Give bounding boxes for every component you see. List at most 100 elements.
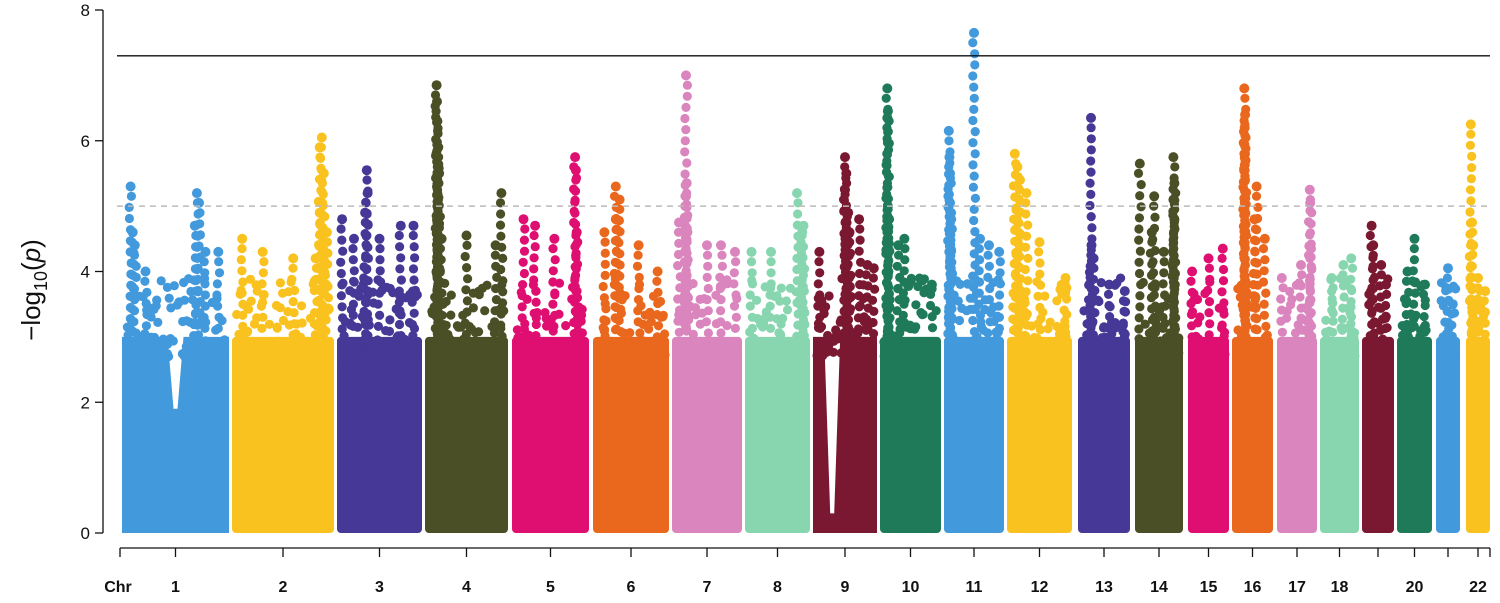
chr-20-bulk-points — [1397, 336, 1432, 533]
chr-17-point — [1305, 230, 1315, 240]
chr-1-point — [200, 345, 210, 355]
chr-7-point — [681, 125, 691, 135]
chr-3-peak-point — [362, 188, 373, 199]
chr-21-point — [1444, 350, 1454, 360]
chr-12-point — [1010, 342, 1020, 352]
chr-1-point — [195, 208, 205, 218]
chr-12-point — [1036, 280, 1046, 290]
chr-2-point — [315, 284, 325, 294]
chr-11-point — [969, 348, 979, 358]
chr-3-point — [348, 244, 358, 254]
chr-20-point — [1401, 310, 1411, 320]
chr-18-point — [1346, 297, 1356, 307]
chr-17-point — [1295, 292, 1305, 302]
chr-8-point — [765, 301, 775, 311]
chr-2-point — [297, 318, 307, 328]
chr-15-peak-point — [1217, 243, 1228, 254]
chr-1-point — [212, 279, 222, 289]
chr-18-point — [1327, 305, 1337, 315]
chr-11-point — [957, 303, 967, 313]
chr-2-point — [259, 257, 269, 267]
chr-14-point — [1170, 280, 1180, 290]
chr-3-point — [361, 329, 371, 339]
chr-18-point — [1338, 303, 1348, 313]
chr-6-point — [653, 287, 663, 297]
chr-5-point — [572, 259, 583, 269]
chr-4-peak-point — [434, 168, 445, 179]
chr-4-peak-point — [461, 230, 472, 241]
chr-9-point — [845, 304, 856, 314]
chr-11-point — [994, 323, 1005, 333]
chr-7-point — [690, 303, 701, 313]
y-axis: 0 2 4 6 8 — [81, 1, 104, 543]
chr-18-point — [1326, 346, 1337, 356]
chr-3-point — [409, 308, 419, 318]
chr-15-point — [1204, 297, 1215, 307]
chr-5-point — [548, 244, 558, 254]
chr-3-point — [394, 286, 404, 296]
chr-21-point — [1444, 284, 1454, 294]
chr-17-point — [1305, 309, 1315, 319]
chr-12-point — [1023, 276, 1033, 286]
chr-7-point — [680, 147, 690, 157]
chr-22-point — [1474, 351, 1484, 361]
chr-22-point — [1468, 227, 1478, 237]
chr-1-point — [133, 351, 143, 361]
chr-8-peak-point — [792, 188, 802, 199]
chr-14-point — [1134, 213, 1144, 223]
chr-2-point — [323, 248, 333, 258]
chr-11-point — [975, 310, 986, 320]
chr-4-point — [496, 231, 506, 241]
chr-21-bulk-points — [1436, 336, 1460, 533]
chr-19-peak-point — [1381, 279, 1391, 290]
chr-8-point — [793, 198, 803, 208]
chr-1-point — [156, 342, 166, 352]
chr-6-point — [598, 281, 608, 292]
chr-20-point — [1397, 345, 1407, 355]
chr-12-point — [1035, 269, 1045, 279]
chr-20-point — [1409, 244, 1419, 254]
chr-8-point — [765, 290, 775, 300]
chr-11-point — [984, 295, 995, 305]
chr-2-point — [240, 343, 250, 353]
chr-18-peak-point — [1338, 260, 1349, 270]
chr-9-point — [861, 270, 871, 280]
chr-11-point — [975, 255, 985, 265]
chr-15-peak-point — [1203, 253, 1214, 264]
chr-1-point — [131, 328, 141, 338]
chr-9-point — [836, 348, 846, 358]
chr-2-point — [318, 200, 328, 211]
chr-1-peak-point — [125, 181, 136, 192]
chr-13-point — [1083, 339, 1093, 349]
chr-11-point — [995, 279, 1006, 289]
chromosome-17-points — [1276, 184, 1317, 533]
chr-15-point — [1219, 331, 1229, 341]
chr-8-point — [776, 283, 786, 293]
chr-5-point — [512, 325, 523, 335]
chr-9-point — [843, 259, 853, 269]
chr-16-point — [1248, 268, 1259, 279]
chr-10-point — [901, 321, 911, 331]
chr-3-point — [360, 284, 370, 294]
chr-3-point — [375, 288, 385, 298]
chr-6-point — [593, 345, 603, 355]
chr-10-point — [885, 313, 895, 323]
chr-14-point — [1133, 168, 1144, 178]
chr-9-peak-point — [868, 263, 879, 274]
chr-14-point — [1170, 204, 1180, 214]
chr-2-point — [323, 293, 333, 303]
chr-22-peak-point — [1480, 286, 1491, 297]
chr-10-point — [883, 224, 893, 234]
chr-17-point — [1307, 208, 1317, 218]
chr-2-point — [315, 152, 325, 162]
chr-5-point — [523, 340, 534, 350]
chr-2-point — [277, 342, 287, 352]
chr-6-point — [600, 259, 610, 269]
chr-20-point — [1418, 342, 1428, 352]
chr-5-point — [531, 319, 541, 330]
chr-14-point — [1168, 246, 1178, 256]
chr-3-point — [376, 342, 386, 352]
chr-11-point — [974, 288, 984, 298]
chr-3-point — [408, 331, 418, 341]
